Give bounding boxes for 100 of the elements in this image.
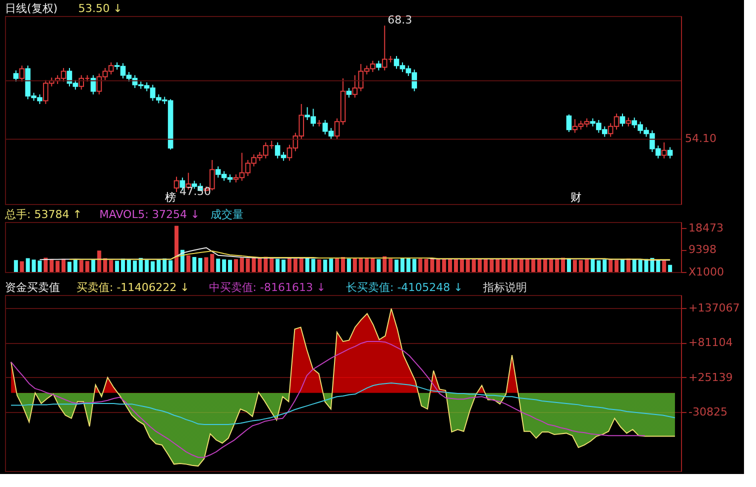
- bar: [555, 258, 560, 272]
- bar: [448, 258, 452, 272]
- annotation: 财: [570, 191, 582, 204]
- bar: [228, 260, 232, 272]
- bar: [346, 258, 351, 272]
- candlestick: [376, 60, 382, 71]
- bar: [668, 264, 672, 272]
- line-series: [10, 382, 676, 426]
- bar: [496, 258, 500, 272]
- bar: [174, 226, 178, 272]
- bar: [282, 260, 286, 272]
- bar: [120, 258, 125, 272]
- bar: [138, 258, 143, 272]
- y-tick-label: +137067: [688, 301, 740, 314]
- bar: [502, 258, 506, 272]
- text: 中买卖值: -8161613 ↓: [208, 281, 326, 294]
- bar: [406, 258, 410, 272]
- bar: [109, 260, 114, 272]
- bar: [638, 260, 642, 272]
- bar: [656, 260, 660, 272]
- bar: [210, 254, 214, 272]
- bar: [311, 258, 316, 272]
- bar: [287, 258, 292, 272]
- bar: [180, 250, 184, 272]
- text: 53.50 ↓: [78, 2, 122, 15]
- bar: [192, 257, 196, 272]
- bar: [26, 258, 30, 272]
- bar: [97, 250, 102, 272]
- annotation: 榜: [165, 191, 176, 204]
- bar: [490, 259, 494, 272]
- bar: [323, 260, 328, 272]
- bar: [329, 258, 334, 272]
- bar: [126, 259, 131, 272]
- bar: [62, 258, 66, 272]
- bar: [168, 260, 173, 272]
- bar: [572, 260, 577, 272]
- bar: [198, 258, 202, 272]
- candlestick: [346, 88, 352, 98]
- bar: [358, 257, 363, 272]
- bar: [132, 260, 137, 272]
- bar: [240, 258, 244, 272]
- bar: [382, 256, 387, 272]
- bar: [466, 258, 470, 272]
- bar: [394, 260, 399, 272]
- bar: [305, 258, 310, 272]
- bar: [85, 261, 90, 272]
- bar: [549, 258, 554, 272]
- bar: [543, 258, 548, 272]
- y-tick-label: -30825: [688, 406, 728, 419]
- bar: [513, 259, 518, 272]
- bar: [508, 258, 512, 272]
- chart-title: 日线(复权): [5, 2, 58, 15]
- bar: [222, 259, 226, 272]
- bar: [216, 258, 220, 272]
- chart-title: 资金买卖值: [5, 281, 60, 294]
- bar: [56, 260, 60, 272]
- bar: [186, 255, 190, 272]
- bar: [602, 260, 607, 272]
- bar: [620, 259, 624, 272]
- y-tick-label: +25139: [688, 370, 733, 384]
- bar: [20, 261, 24, 272]
- bar: [400, 258, 404, 272]
- text: 总手: 53784 ↑: [4, 208, 82, 221]
- annotation: 47.50: [180, 185, 211, 198]
- bar: [632, 259, 636, 272]
- bar: [204, 257, 208, 272]
- y-tick-label: X1000: [688, 266, 724, 278]
- y-tick-label: +81104: [688, 336, 733, 350]
- bar: [162, 258, 167, 272]
- bar: [525, 258, 530, 272]
- text: MAVOL5: 37254 ↓: [99, 208, 200, 221]
- text: 买卖值: -11406222 ↓: [76, 281, 190, 294]
- bar: [662, 260, 666, 272]
- text: 指标说明: [482, 281, 528, 294]
- bar: [472, 259, 476, 272]
- bar: [442, 258, 446, 272]
- bar: [578, 260, 583, 272]
- bar: [412, 258, 416, 272]
- bar: [234, 259, 238, 272]
- candlestick: [620, 113, 626, 127]
- candlestick: [661, 142, 667, 159]
- y-tick-label: 18473: [688, 222, 724, 235]
- line-series: [68, 250, 671, 260]
- candlestick: [90, 74, 96, 95]
- bar: [352, 258, 357, 272]
- bar: [608, 258, 613, 272]
- bar: [460, 258, 464, 272]
- bar: [115, 260, 120, 272]
- bar: [91, 259, 96, 272]
- y-tick-label: 9398: [688, 243, 716, 256]
- bar: [270, 258, 274, 272]
- text: 长买卖值: -4105248 ↓: [346, 281, 463, 294]
- bar: [293, 258, 298, 272]
- bar: [614, 260, 619, 272]
- bar: [14, 260, 18, 272]
- bar: [156, 260, 161, 272]
- text: 成交量: [210, 208, 244, 221]
- annotation: 68.3: [388, 14, 412, 27]
- candlestick: [667, 146, 673, 159]
- bar: [299, 257, 304, 272]
